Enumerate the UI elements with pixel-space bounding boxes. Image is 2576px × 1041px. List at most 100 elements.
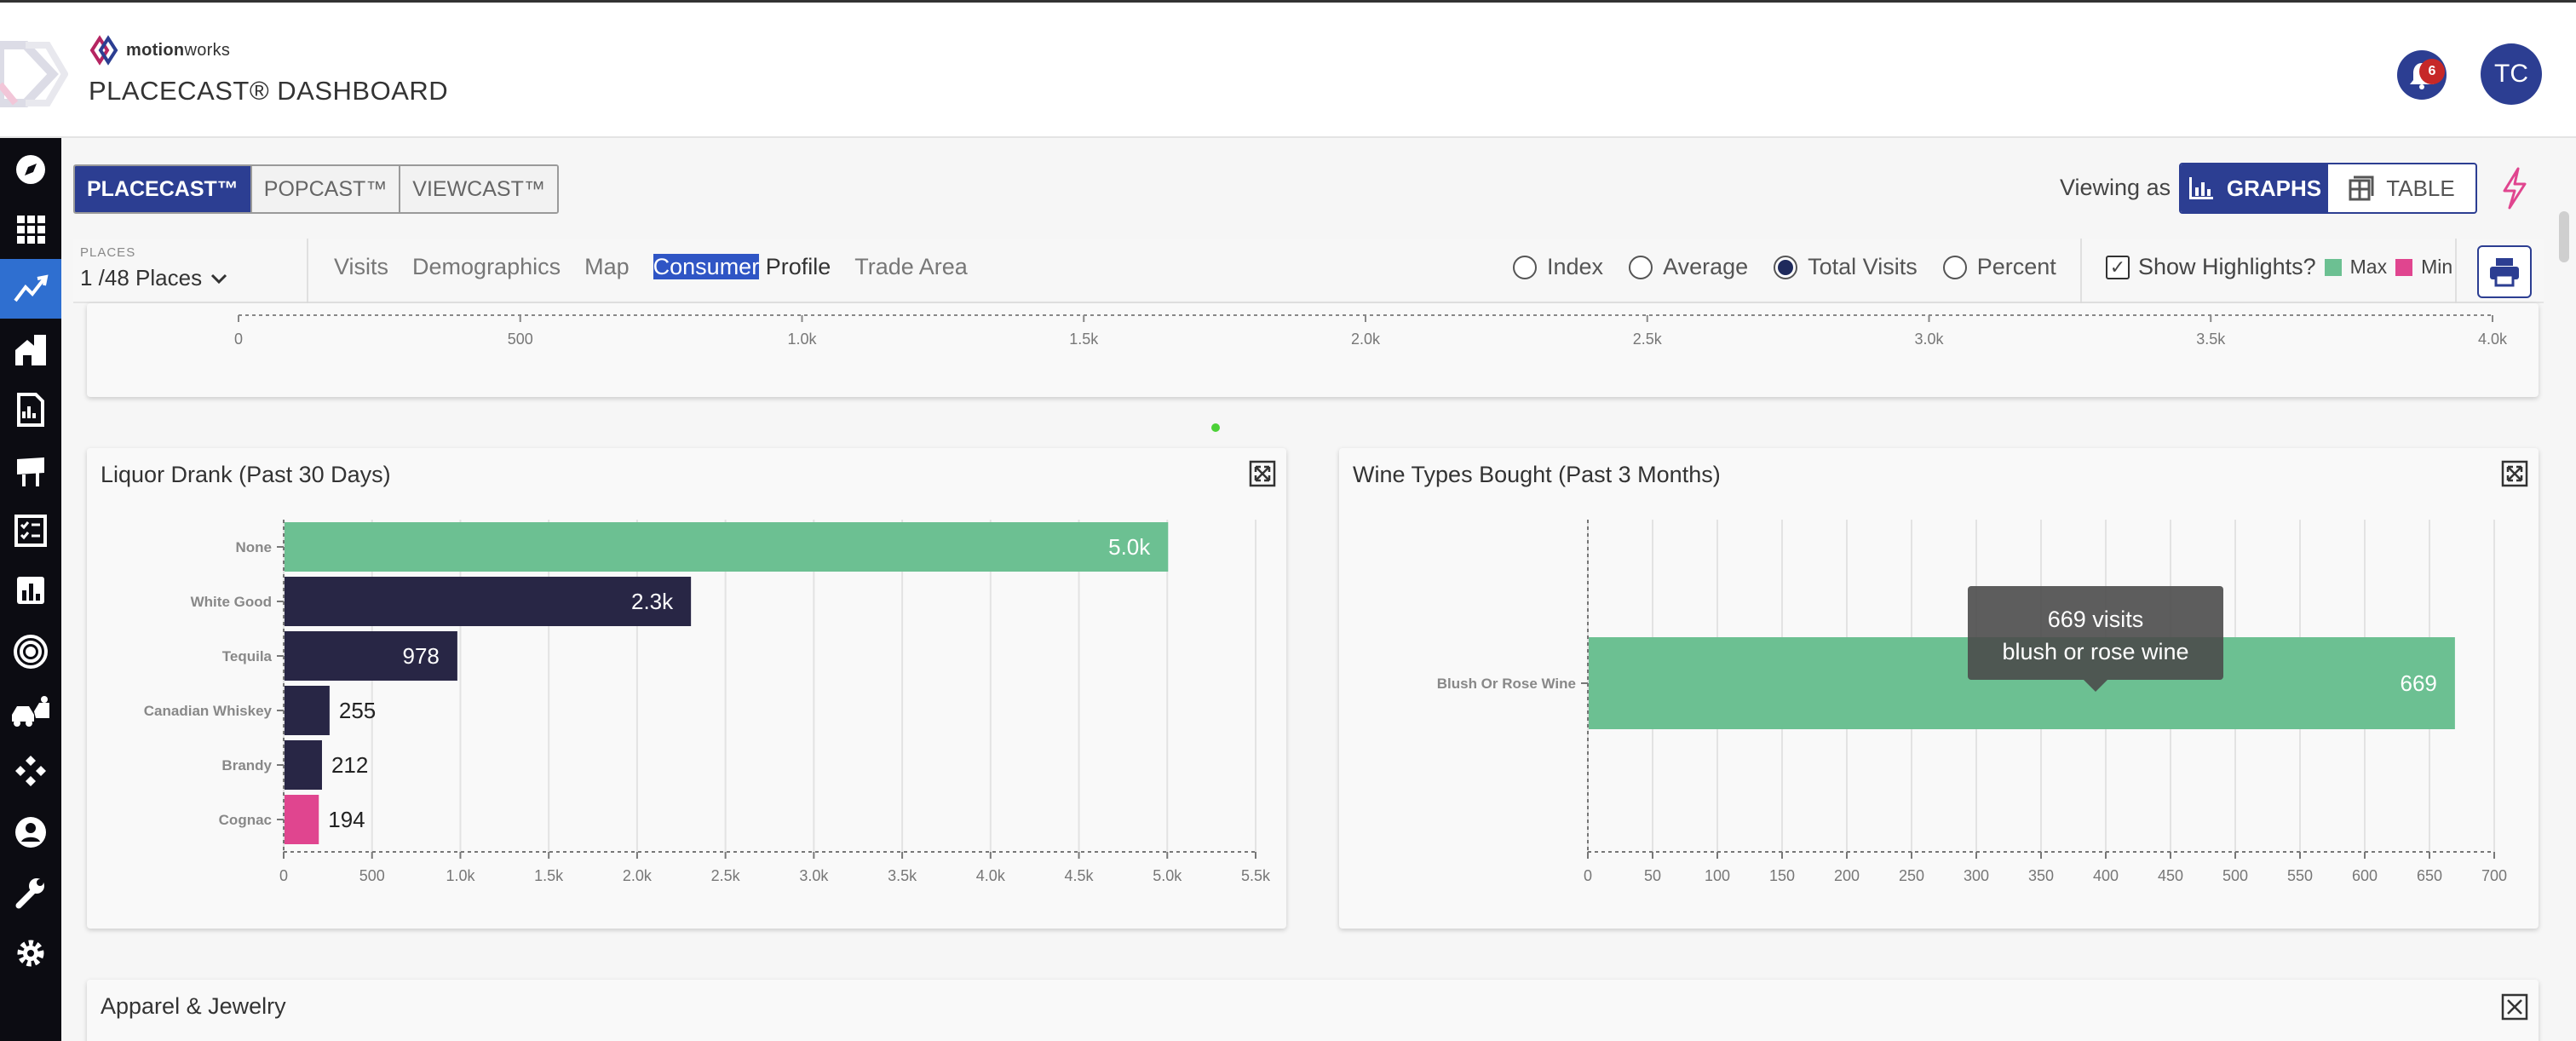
sidebar-item-billboards[interactable] xyxy=(0,441,61,501)
radio-average-label: Average xyxy=(1663,254,1749,279)
bar-value-label: 5.0k xyxy=(1108,534,1151,560)
places-value: 1 /48 Places xyxy=(80,265,203,290)
sidebar-item-properties[interactable] xyxy=(0,320,61,380)
wine-chart-panel: Wine Types Bought (Past 3 Months) 0 50 100… xyxy=(1339,448,2539,929)
x-tick-label: 100 xyxy=(1705,867,1730,884)
x-tick-label: 3.0k xyxy=(799,867,829,884)
x-tick-label: 5.0k xyxy=(1153,867,1182,884)
expand-icon[interactable] xyxy=(1249,460,1276,487)
show-highlights: ✓ Show Highlights? Max Min xyxy=(2106,254,2452,280)
sidebar-item-transit[interactable] xyxy=(0,682,61,741)
bar-value-label: 212 xyxy=(331,752,368,778)
places-selector[interactable]: PLACES 1 /48 Places xyxy=(80,245,227,291)
brand-logo[interactable]: motionworks xyxy=(89,35,230,66)
bar-value-label: 669 xyxy=(2400,670,2436,696)
graphs-view-button[interactable]: GRAPHS xyxy=(2181,164,2328,212)
user-avatar[interactable]: TC xyxy=(2481,43,2542,105)
radio-index[interactable]: Index xyxy=(1513,254,1603,280)
sidebar-item-reports[interactable] xyxy=(0,380,61,440)
tab-consumer-profile[interactable]: Consumer Profile xyxy=(653,254,831,280)
y-tick-label: Brandy xyxy=(221,757,272,774)
tab-placecast[interactable]: PLACECAST™ xyxy=(75,166,252,212)
tab-popcast[interactable]: POPCAST™ xyxy=(251,166,401,212)
sidebar-item-network[interactable] xyxy=(0,741,61,801)
x-tick-label: 3.0k xyxy=(1914,331,1944,348)
x-tick-label: 1.0k xyxy=(446,867,475,884)
max-label: Max xyxy=(2349,256,2388,278)
network-icon xyxy=(15,756,46,786)
liquor-chart-panel: Liquor Drank (Past 30 Days) 0 500 1.0k 1.5k… xyxy=(87,448,1286,929)
radio-total-visits[interactable]: Total Visits xyxy=(1774,254,1918,280)
sidebar-item-analytics[interactable] xyxy=(0,561,61,620)
report-subnav: PLACES 1 /48 Places Visits Demographics … xyxy=(73,239,2544,303)
x-tick-label: 1.5k xyxy=(1069,331,1099,348)
x-tick-label: 550 xyxy=(2287,867,2313,884)
divider xyxy=(2080,239,2082,303)
liquor-chart: 0 500 1.0k 1.5k 2.0k 2.5k 3.0k 3.5k 4.0k 4.5k 5.0k… xyxy=(144,520,1271,884)
print-button[interactable] xyxy=(2477,245,2532,298)
max-swatch xyxy=(2324,258,2342,276)
tab-viewcast[interactable]: VIEWCAST™ xyxy=(400,166,557,212)
radio-total-visits-circle[interactable] xyxy=(1774,255,1798,279)
radio-percent-circle[interactable] xyxy=(1942,255,1967,279)
sidebar-item-account[interactable] xyxy=(0,802,61,862)
show-highlights-checkbox[interactable]: ✓ xyxy=(2106,255,2130,279)
graphs-view-label: GRAPHS xyxy=(2226,175,2322,201)
gear-icon xyxy=(17,940,44,967)
graphs-icon xyxy=(2188,177,2213,199)
x-tick-label: 500 xyxy=(359,867,385,884)
brand-name-light: works xyxy=(184,40,231,60)
lightning-icon[interactable] xyxy=(2499,167,2530,210)
min-swatch xyxy=(2395,258,2413,276)
x-tick-label: 150 xyxy=(1769,867,1795,884)
sidebar-item-targeting[interactable] xyxy=(0,622,61,682)
tab-map[interactable]: Map xyxy=(584,254,630,279)
divider xyxy=(2455,239,2457,303)
chart-tooltip: 669 visits blush or rose wine xyxy=(1968,586,2223,692)
x-tick-label: 1.5k xyxy=(534,867,564,884)
sidebar-item-settings[interactable] xyxy=(0,923,61,983)
sidebar-item-placecast[interactable] xyxy=(0,259,61,319)
bar xyxy=(285,631,457,681)
sidebar-item-tools[interactable] xyxy=(0,862,61,922)
target-icon xyxy=(14,635,48,669)
radio-average[interactable]: Average xyxy=(1629,254,1748,280)
bar-value-label: 978 xyxy=(402,643,439,669)
x-tick-label: 650 xyxy=(2417,867,2442,884)
bar-value-label: 2.3k xyxy=(631,589,674,614)
bar-chart-icon xyxy=(17,577,44,604)
previous-chart-panel: 0 500 1.0k 1.5k 2.0k 2.5k 3.0k 3.5k 4.0k xyxy=(87,303,2539,397)
sidebar-item-apps[interactable] xyxy=(0,199,61,259)
page-scrollbar[interactable] xyxy=(2559,211,2569,262)
trend-chart-icon xyxy=(14,274,49,302)
grid-icon xyxy=(17,216,45,244)
compass-icon xyxy=(16,155,45,184)
table-view-button[interactable]: TABLE xyxy=(2328,164,2475,212)
bar-value-label: 255 xyxy=(339,698,376,723)
brand-watermark-icon xyxy=(0,41,68,107)
radio-percent[interactable]: Percent xyxy=(1942,254,2056,280)
divider xyxy=(307,239,308,303)
tab-demographics[interactable]: Demographics xyxy=(412,254,561,279)
x-tick-label: 2.5k xyxy=(1633,331,1663,348)
tab-trade-area[interactable]: Trade Area xyxy=(854,254,968,279)
x-tick-label: 4.5k xyxy=(1065,867,1095,884)
y-tick-label: Cognac xyxy=(219,812,272,828)
sidebar-item-explore[interactable] xyxy=(0,140,61,199)
x-tick-label: 0 xyxy=(234,331,243,348)
expand-icon[interactable] xyxy=(2501,460,2528,487)
x-tick-label: 300 xyxy=(1964,867,1989,884)
view-toggle: GRAPHS TABLE xyxy=(2179,163,2477,214)
y-tick-label: Blush Or Rose Wine xyxy=(1437,676,1576,692)
x-tick-label: 2.0k xyxy=(1351,331,1381,348)
tab-visits[interactable]: Visits xyxy=(334,254,389,279)
expand-icon[interactable] xyxy=(2501,993,2528,1021)
radio-average-circle[interactable] xyxy=(1629,255,1653,279)
show-highlights-label: Show Highlights? xyxy=(2138,254,2316,279)
radio-index-circle[interactable] xyxy=(1513,255,1537,279)
apparel-chart-title: Apparel & Jewelry xyxy=(101,993,286,1019)
x-tick-label: 2.5k xyxy=(711,867,741,884)
sidebar-item-tasks[interactable] xyxy=(0,501,61,561)
bar-value-label: 194 xyxy=(328,807,365,832)
table-view-label: TABLE xyxy=(2386,175,2455,201)
